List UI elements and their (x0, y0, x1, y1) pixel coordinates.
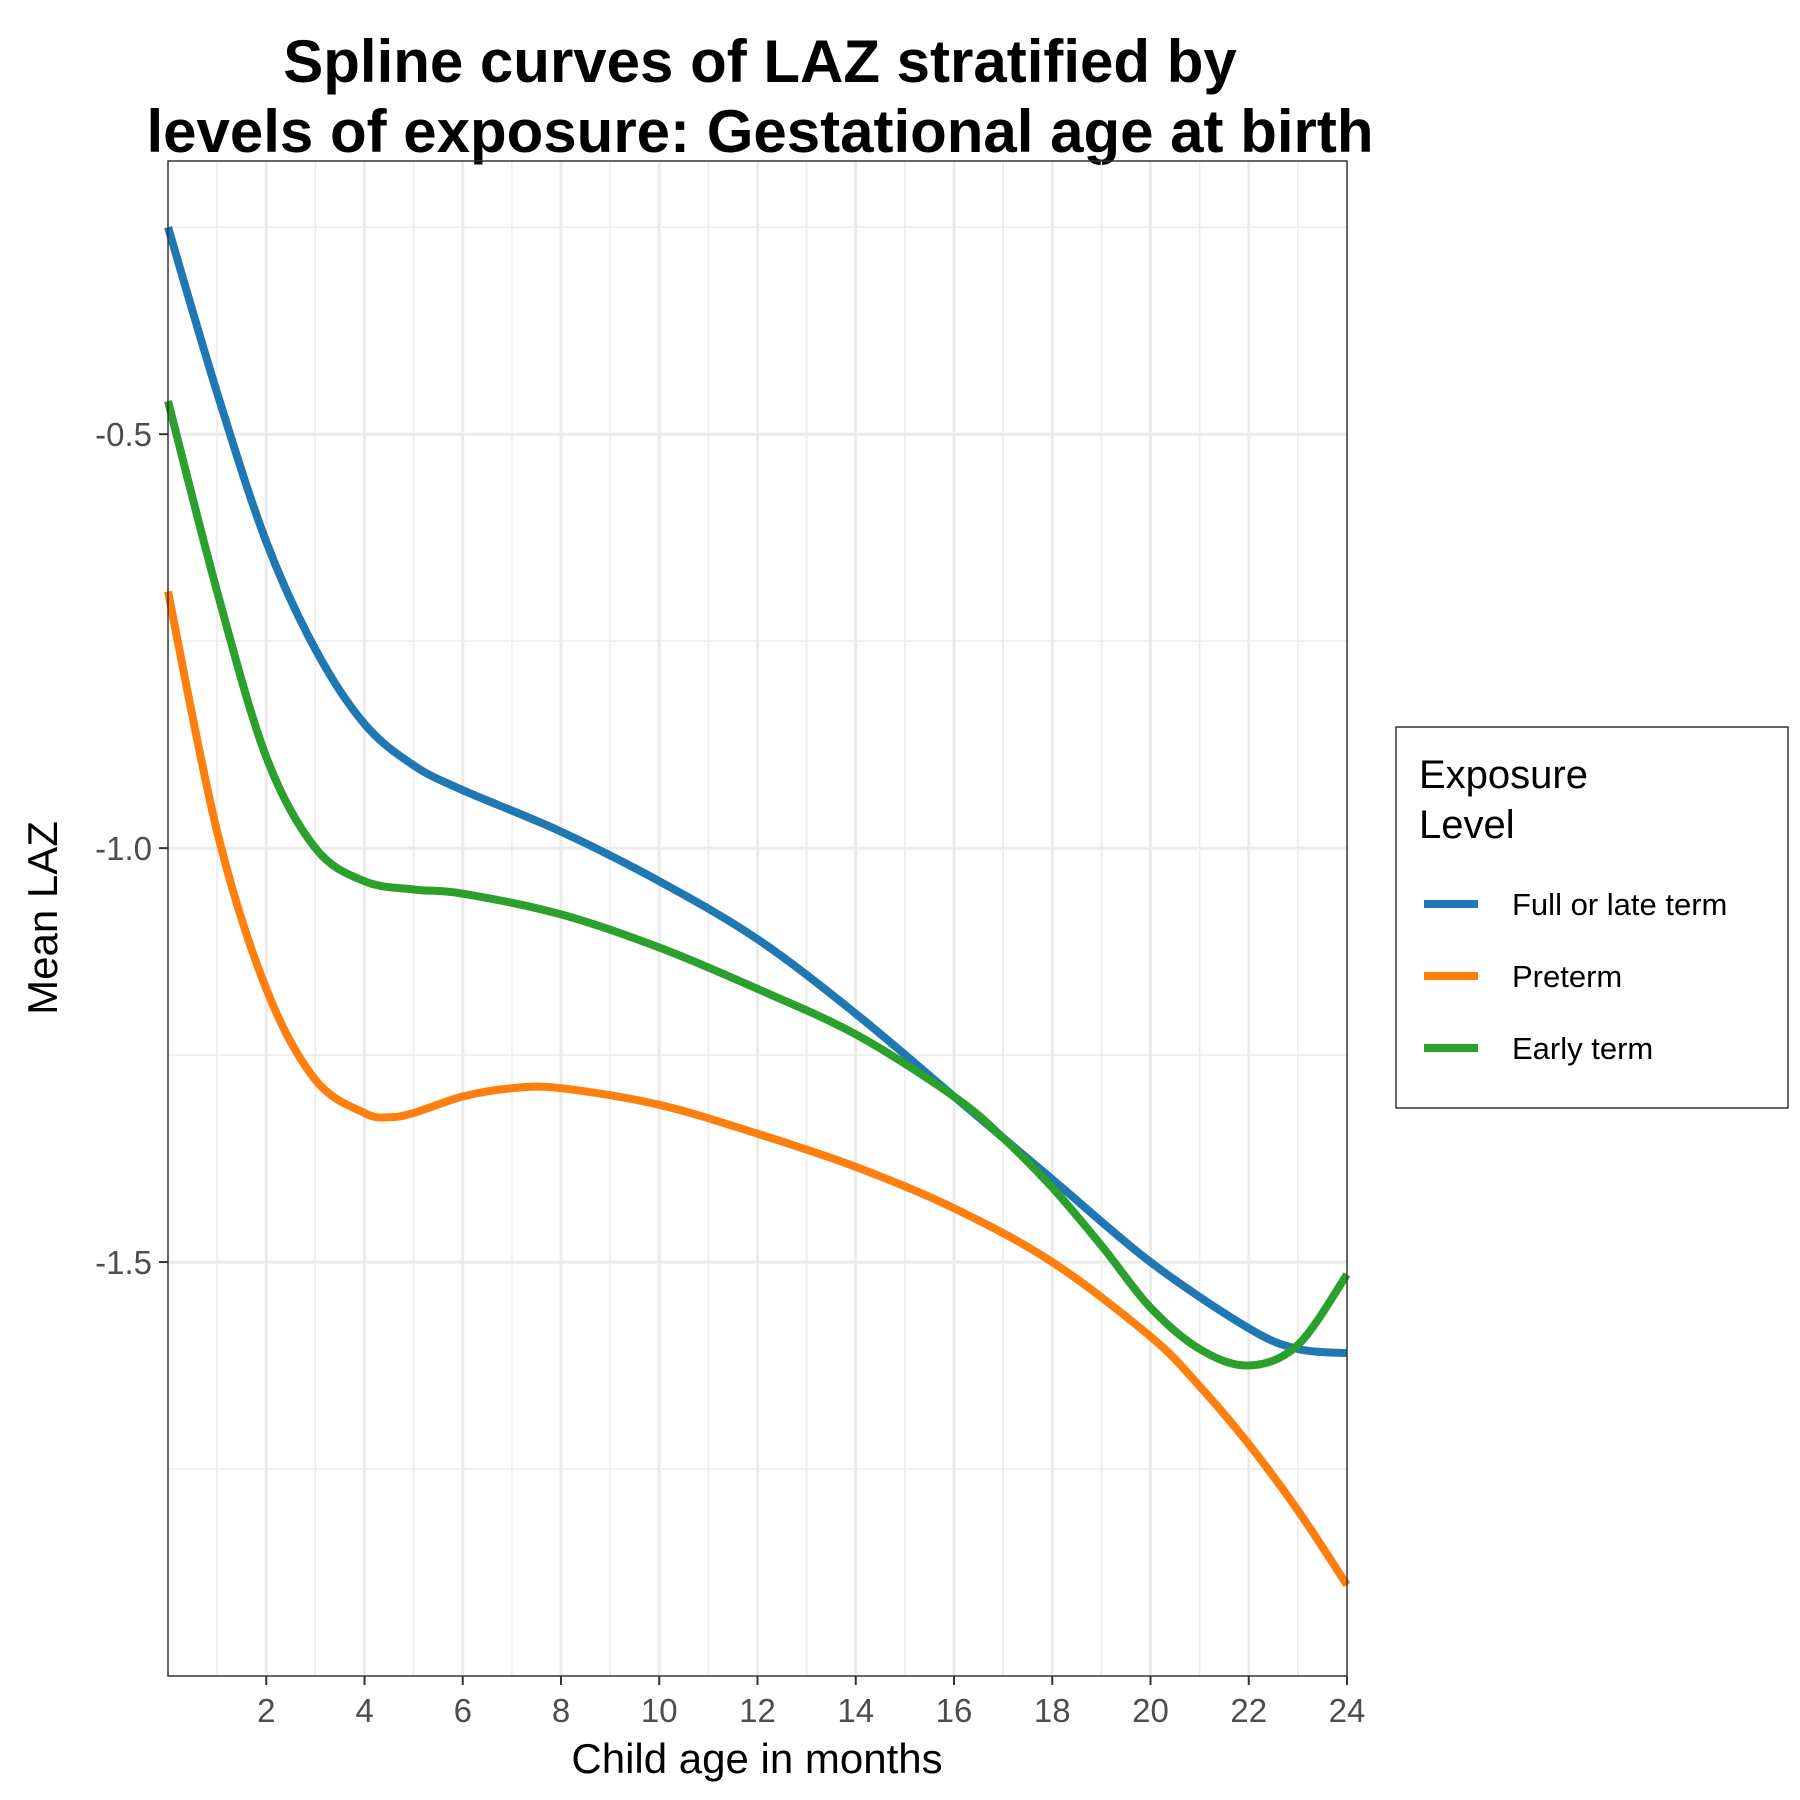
series-line-full-or-late-term (164, 226, 1348, 1358)
x-tick-label: 12 (739, 1692, 776, 1729)
y-tick-label: -0.5 (95, 416, 152, 453)
grid (168, 161, 1347, 1676)
x-tick-label: 22 (1230, 1692, 1267, 1729)
x-tick-label: 18 (1034, 1692, 1071, 1729)
legend-entries: Full or late term Preterm Early term (1424, 887, 1727, 1066)
chart-title-line-1: Spline curves of LAZ stratified by (283, 28, 1237, 95)
x-axis-title: Child age in months (571, 1735, 942, 1782)
x-tick-label: 20 (1132, 1692, 1169, 1729)
x-tick-label: 16 (936, 1692, 973, 1729)
x-tick-label: 6 (454, 1692, 472, 1729)
y-tick-label: -1.5 (95, 1244, 152, 1281)
legend-label-full-or-late-term: Full or late term (1512, 887, 1727, 922)
y-axis-title: Mean LAZ (19, 821, 66, 1015)
x-tick-label: 4 (355, 1692, 373, 1729)
chart-title-line-2: levels of exposure: Gestational age at b… (146, 98, 1373, 165)
series-lines (164, 226, 1351, 1588)
x-tick-label: 24 (1329, 1692, 1366, 1729)
legend-label-early-term: Early term (1512, 1031, 1653, 1066)
x-tick-label: 2 (257, 1692, 275, 1729)
legend-title-line-2: Level (1419, 803, 1515, 847)
x-tick-label: 14 (837, 1692, 874, 1729)
axes: 2 4 6 8 10 12 14 16 18 20 22 24-0.5-1.0-1.5 (95, 416, 1365, 1729)
series-line-preterm (164, 590, 1351, 1588)
legend-label-preterm: Preterm (1512, 959, 1622, 994)
legend-title-line-1: Exposure (1419, 753, 1588, 797)
x-tick-label: 10 (641, 1692, 678, 1729)
y-tick-label: -1.0 (95, 830, 152, 867)
x-tick-label: 8 (552, 1692, 570, 1729)
series-line-early-term (164, 400, 1351, 1370)
legend: Exposure Level Full or late term Preterm E… (1395, 726, 1789, 1109)
